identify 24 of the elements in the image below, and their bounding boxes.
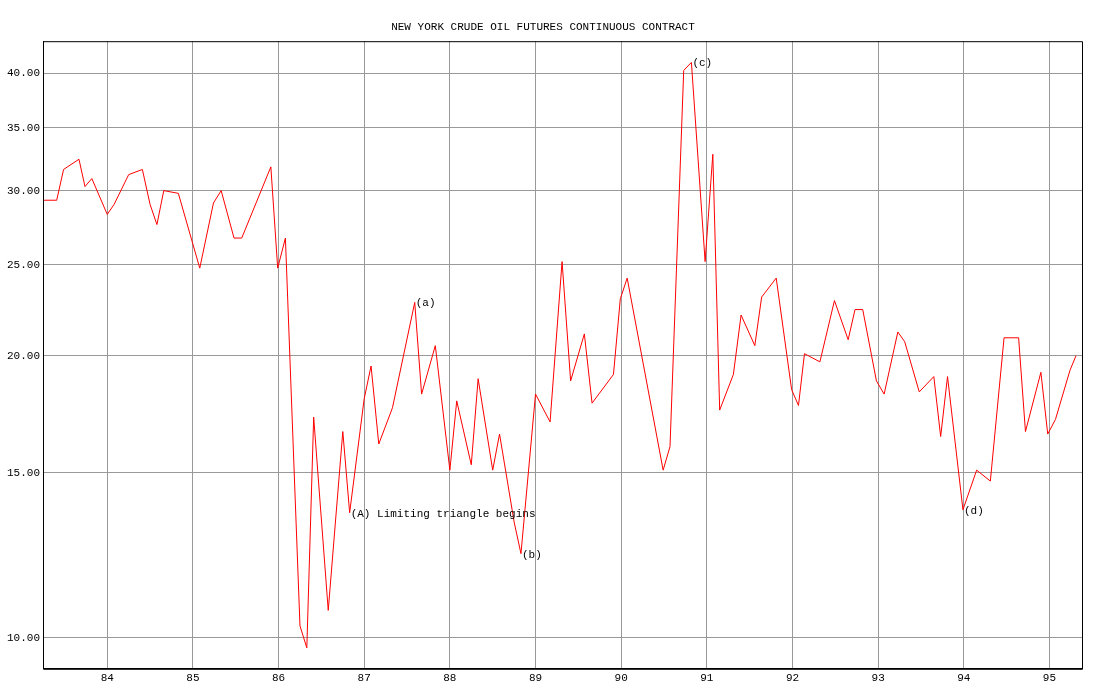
chart-title: NEW YORK CRUDE OIL FUTURES CONTINUOUS CONTRACT [391,20,696,33]
x-tick-label: 87 [357,672,371,685]
x-tick-label: 92 [785,672,800,685]
x-tick-label: 84 [100,672,115,685]
y-tick-label: 15.00 [6,466,41,479]
y-tick-label: 25.00 [6,258,41,271]
x-tick-label: 85 [186,672,200,685]
y-tick-label: 10.00 [6,631,41,644]
annotation: (c) [692,57,713,70]
y-tick-label: 35.00 [6,121,41,134]
y-tick-label: 40.00 [6,67,41,80]
x-tick-label: 89 [528,672,543,685]
annotation: (b) [521,548,542,561]
annotation: (a) [415,297,436,310]
x-tick-label: 93 [871,672,885,685]
annotation: (d) [963,504,984,517]
x-tick-label: 86 [271,672,286,685]
y-tick-label: 20.00 [6,349,41,362]
x-tick-label: 94 [957,672,971,685]
x-tick-label: 95 [1042,672,1057,685]
x-tick-label: 91 [700,672,714,685]
x-tick-label: 88 [443,672,457,685]
y-tick-label: 30.00 [6,184,41,197]
x-tick-label: 90 [614,672,628,685]
